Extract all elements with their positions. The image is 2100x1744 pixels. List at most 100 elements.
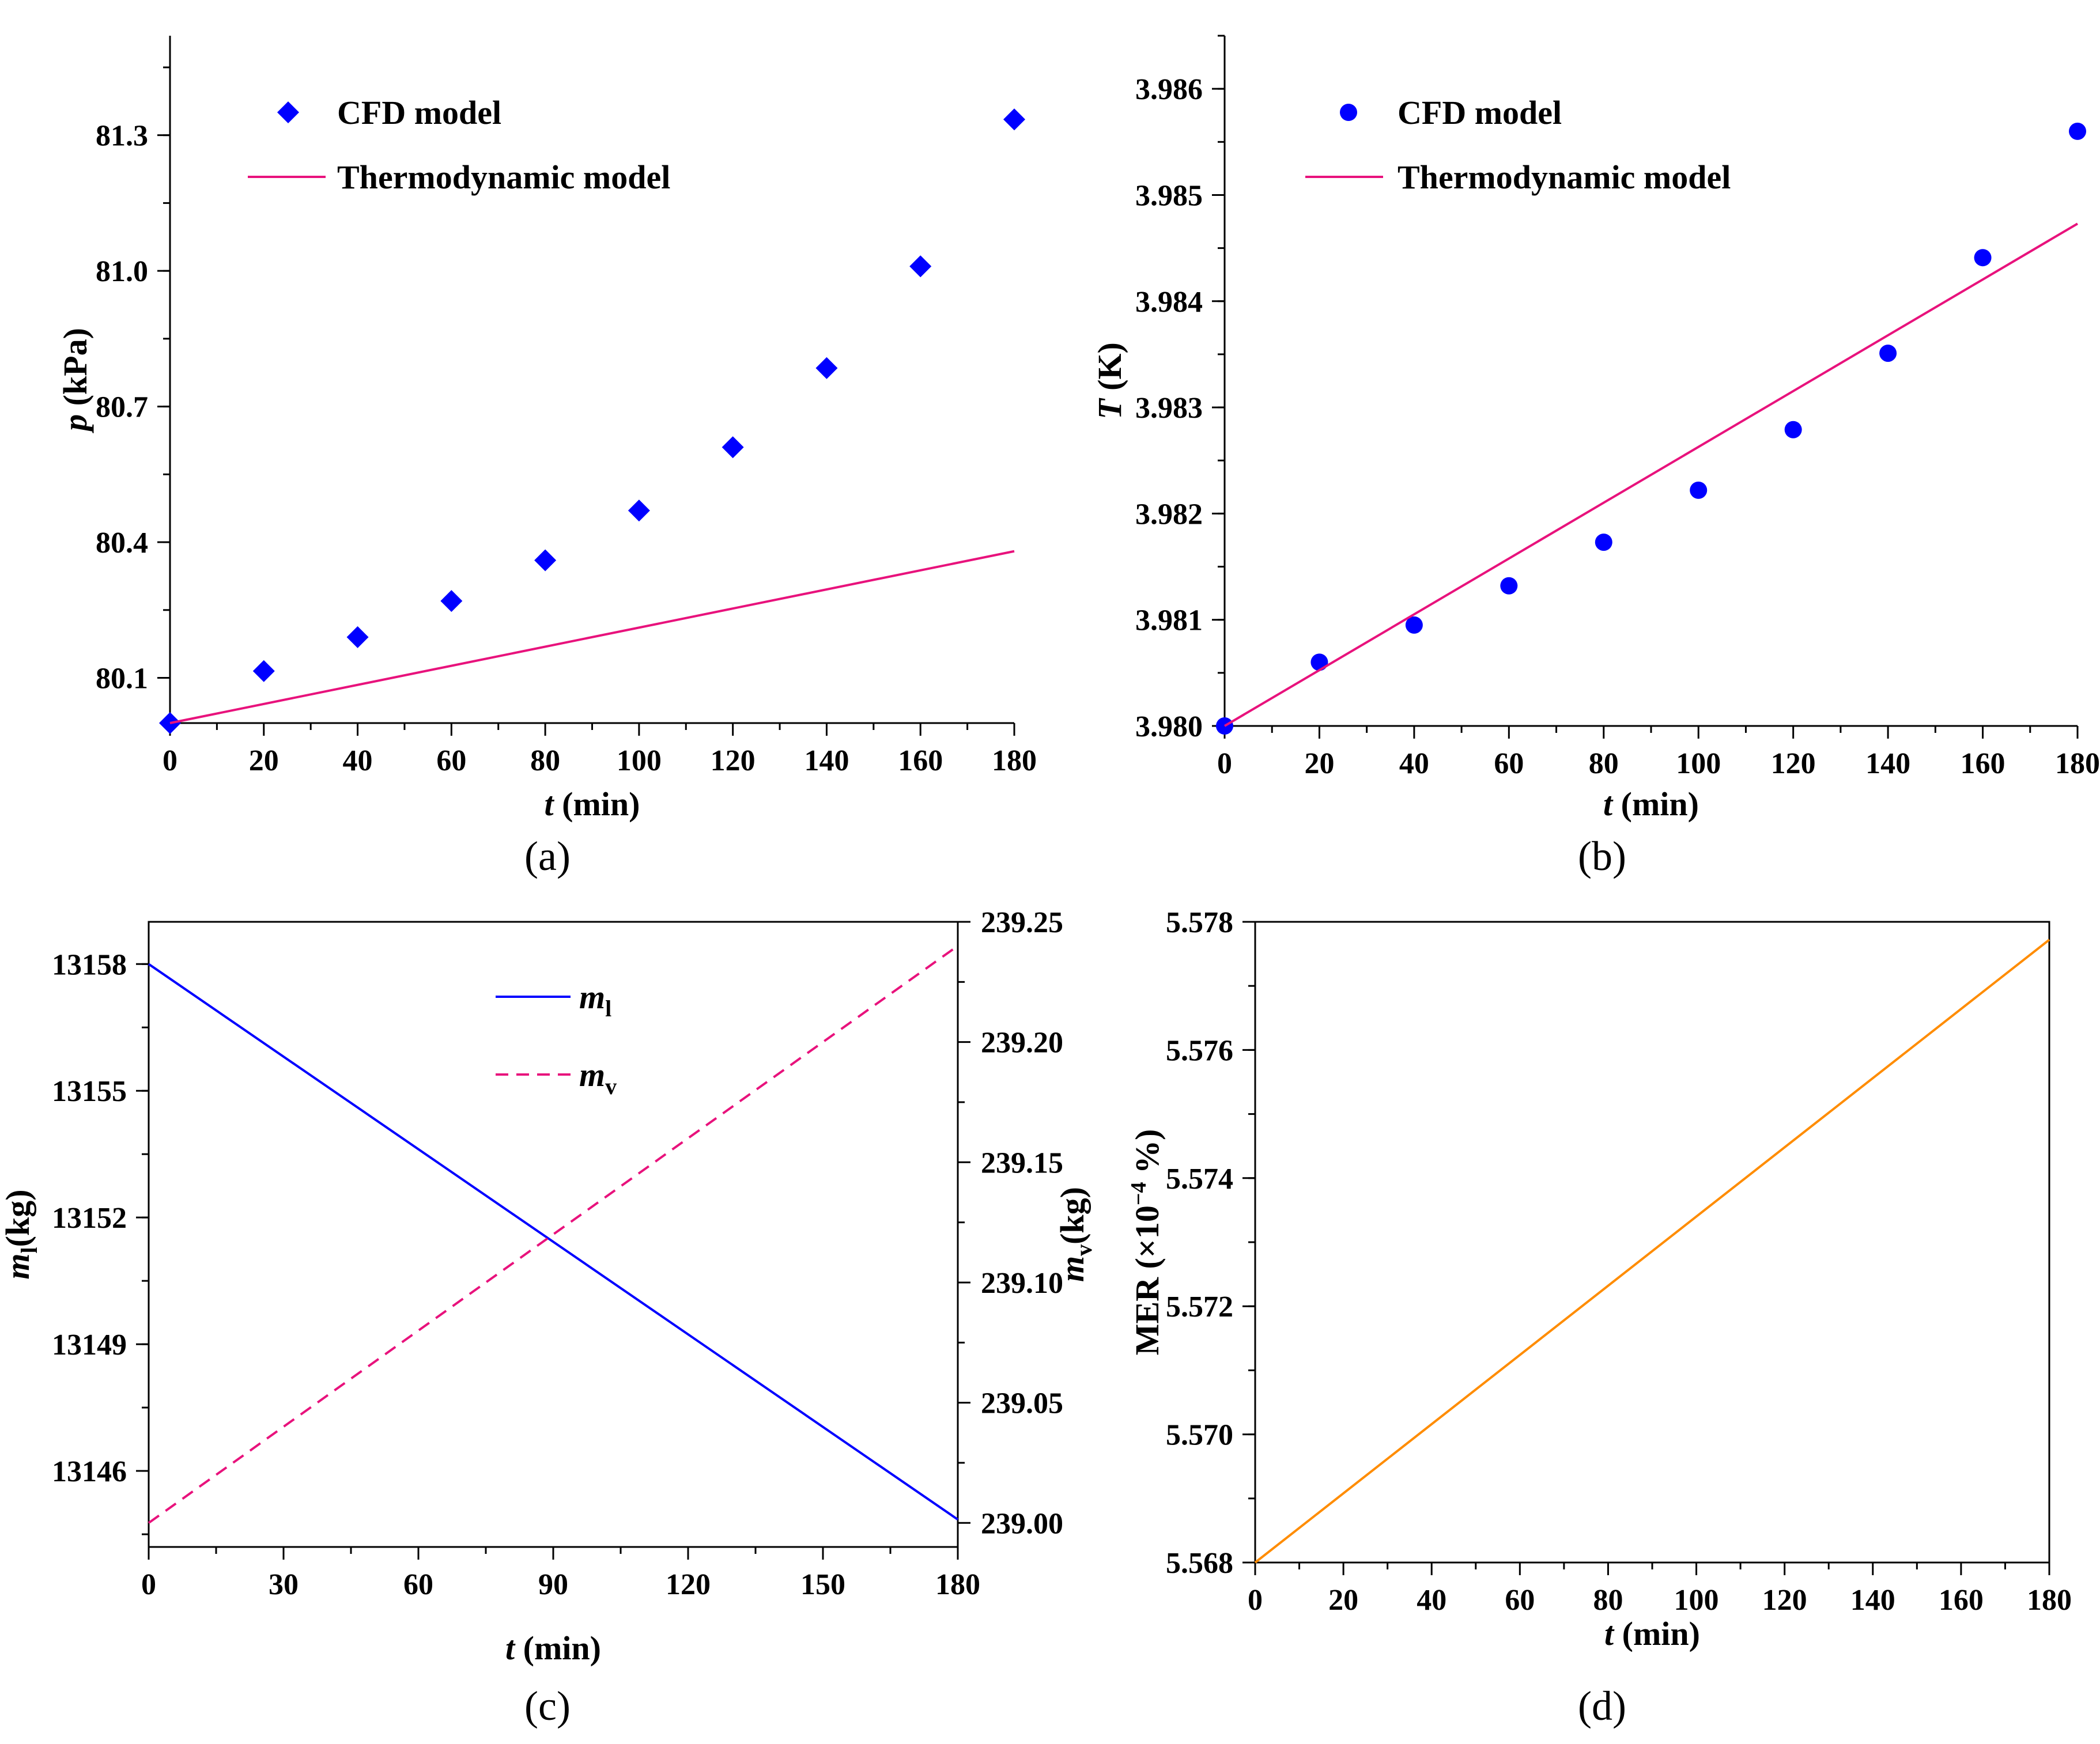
x-tick-label: 0	[163, 744, 177, 777]
data-point	[1595, 534, 1612, 551]
x-tick-label: 20	[1328, 1584, 1358, 1617]
x-tick-label: 140	[804, 744, 849, 777]
data-point	[1405, 616, 1423, 634]
y-tick-label: 80.7	[96, 391, 148, 424]
x-tick-label: 100	[1676, 747, 1721, 780]
x-tick-label: 120	[666, 1568, 711, 1601]
x-tick-label: 180	[992, 744, 1037, 777]
y-axis-label: T (K)	[1091, 342, 1128, 419]
plot-frame	[148, 921, 959, 1548]
x-axis-label: t (min)	[1604, 1615, 1700, 1652]
panel-label: (d)	[1578, 1683, 1626, 1729]
y-tick-label: 13152	[52, 1202, 127, 1235]
data-point	[440, 590, 463, 612]
y2-tick-label: 239.20	[981, 1027, 1063, 1060]
x-tick-label: 80	[1593, 1584, 1623, 1617]
data-point	[2069, 122, 2086, 140]
data-point	[909, 255, 932, 278]
x-tick-label: 60	[1494, 747, 1524, 780]
x-tick-label: 40	[343, 744, 373, 777]
data-point	[346, 626, 369, 648]
y-tick-label: 5.576	[1166, 1034, 1233, 1067]
x-tick-label: 60	[1505, 1584, 1535, 1617]
x-tick-label: 40	[1399, 747, 1429, 780]
x-axis-label: t (min)	[1603, 785, 1699, 823]
data-point	[815, 357, 838, 379]
y-tick-label: 13146	[52, 1455, 127, 1488]
x-tick-label: 60	[403, 1568, 433, 1601]
x-tick-label: 100	[617, 744, 662, 777]
y-tick-label: 3.985	[1135, 179, 1203, 212]
x-tick-label: 120	[711, 744, 756, 777]
data-point	[252, 660, 275, 682]
data-point	[722, 436, 744, 459]
x-tick-label: 100	[1674, 1584, 1719, 1617]
y2-tick-label: 239.25	[981, 906, 1063, 939]
x-tick-label: 150	[800, 1568, 845, 1601]
chart-panel-c: 0 30 60 90 120 150 180 13146 13149 13152 13155 1315…	[0, 906, 1097, 1729]
x-tick-label: 80	[530, 744, 560, 777]
y-tick-label: 81.3	[96, 120, 148, 153]
y2-tick-label: 239.05	[981, 1387, 1063, 1420]
y-tick-label: 3.980	[1135, 710, 1203, 743]
series-line	[1223, 222, 2079, 727]
data-point	[1784, 421, 1802, 438]
panel-label: (b)	[1578, 833, 1626, 879]
chart-panel-d: 0 20 40 60 80 100 120 140 160 180 5.568 5.570 5.572 5…	[1127, 906, 2072, 1729]
x-tick-label: 160	[1939, 1584, 1984, 1617]
x-tick-label: 120	[1771, 747, 1816, 780]
legend-label: Thermodynamic model	[337, 158, 670, 196]
y-tick-label: 81.0	[96, 255, 148, 288]
y-tick-label: 5.572	[1166, 1291, 1233, 1323]
x-tick-label: 120	[1762, 1584, 1807, 1617]
data-point	[628, 500, 650, 522]
data-point	[534, 549, 557, 572]
y-tick-label: 3.981	[1135, 604, 1203, 637]
legend-marker	[1340, 104, 1357, 121]
series-line	[1254, 939, 2050, 1564]
x-tick-label: 180	[2027, 1584, 2072, 1617]
y-axis-label: p (kPa)	[56, 328, 94, 434]
y2-tick-label: 239.10	[981, 1267, 1063, 1300]
x-tick-label: 80	[1589, 747, 1619, 780]
x-tick-label: 0	[1248, 1584, 1263, 1617]
y-tick-label: 80.1	[96, 663, 148, 695]
y-axis-label: MER (×10−4 %)	[1127, 1129, 1166, 1356]
x-tick-label: 160	[1961, 747, 2005, 780]
y-tick-label: 5.578	[1166, 906, 1233, 939]
chart-panel-a: 0 20 40 60 80 100 120 140 160 180 80.1 80.4 80.7 81.0…	[56, 36, 1037, 879]
legend-marker	[277, 101, 299, 123]
y2-tick-label: 239.15	[981, 1147, 1063, 1179]
data-point	[1879, 345, 1897, 362]
chart-panel-b: 0 20 40 60 80 100 120 140 160 180 3.980 3.981 3.982 3…	[1091, 35, 2100, 879]
legend-label: Thermodynamic model	[1398, 158, 1731, 196]
y-tick-label: 3.984	[1135, 286, 1203, 319]
data-point	[1974, 249, 1992, 267]
x-axis-label: t (min)	[545, 785, 640, 823]
data-point	[1003, 108, 1025, 131]
x-tick-label: 90	[538, 1568, 568, 1601]
y-tick-label: 13158	[52, 948, 127, 981]
y-tick-label: 13155	[52, 1075, 127, 1108]
x-tick-label: 140	[1850, 1584, 1895, 1617]
x-tick-label: 140	[1865, 747, 1910, 780]
x-tick-label: 0	[1217, 747, 1232, 780]
y-tick-label: 3.982	[1135, 498, 1203, 531]
data-point	[1310, 653, 1328, 671]
x-tick-label: 0	[141, 1568, 156, 1601]
panel-label: (a)	[524, 833, 571, 879]
legend-label: mv	[579, 1056, 617, 1099]
y-axis-label: ml(kg)	[0, 1189, 42, 1279]
y-tick-label: 5.570	[1166, 1419, 1233, 1452]
y2-axis-label: mv(kg)	[1053, 1187, 1097, 1282]
y-tick-label: 3.983	[1135, 392, 1203, 425]
y-tick-label: 3.986	[1135, 73, 1203, 106]
x-tick-label: 180	[935, 1568, 980, 1601]
panel-label: (c)	[524, 1683, 571, 1729]
x-tick-label: 30	[269, 1568, 299, 1601]
x-tick-label: 160	[898, 744, 943, 777]
series-line	[148, 963, 959, 1520]
x-tick-label: 60	[436, 744, 466, 777]
data-point	[1690, 481, 1708, 499]
